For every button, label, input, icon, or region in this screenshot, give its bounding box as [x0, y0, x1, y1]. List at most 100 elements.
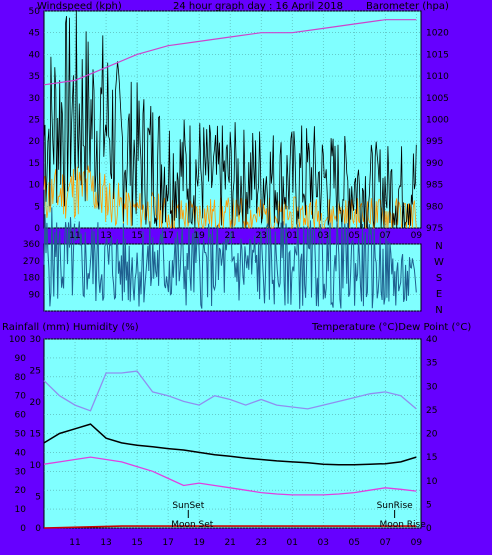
- humidity-y-tick-label: 0: [20, 524, 26, 534]
- wind-y-tick-label: 50: [29, 7, 41, 17]
- temp-plot-area: [43, 338, 422, 529]
- temp-y-tick-label: 35: [426, 359, 437, 369]
- temp-x-tick-label: 07: [380, 538, 391, 548]
- wind-x-tick-label: 19: [193, 231, 205, 241]
- humidity-y-tick-label: 20: [15, 486, 27, 496]
- temp-x-tick-label: 19: [193, 538, 205, 548]
- wind-x-tick-label: 07: [380, 231, 391, 241]
- wind-x-tick-label: 05: [349, 231, 360, 241]
- humidity-y-tick-label: 70: [15, 392, 27, 402]
- temp-x-tick-label: 17: [162, 538, 173, 548]
- compass-label: E: [436, 289, 442, 300]
- moonrise-annotation: Moon Rise: [379, 520, 426, 530]
- temp-y-tick-label: 0: [426, 524, 432, 534]
- wind-y-tick-label: 45: [29, 29, 40, 39]
- rainfall-y-tick-label: 15: [30, 430, 41, 440]
- temp-y-tick-label: 20: [426, 430, 438, 440]
- temp-x-tick-label: 11: [69, 538, 80, 548]
- rainfall-y-tick-label: 0: [35, 524, 41, 534]
- humidity-y-tick-label: 80: [15, 373, 27, 383]
- rain-humidity-axis-title: Rainfall (mm) Humidity (%): [2, 322, 139, 333]
- wind-y-tick-label: 25: [29, 116, 40, 126]
- temp-x-tick-label: 05: [349, 538, 360, 548]
- temp-y-tick-label: 15: [426, 453, 437, 463]
- wind-x-tick-label: 17: [162, 231, 173, 241]
- temp-y-tick-label: 25: [426, 406, 437, 416]
- wind-x-tick-label: 23: [255, 231, 266, 241]
- temp-y-tick-label: 40: [426, 335, 438, 345]
- wind-y-tick-label: 5: [34, 202, 40, 212]
- barometer-series-line: [43, 19, 417, 86]
- compass-label: W: [434, 257, 444, 268]
- direction-y-tick-label: 180: [23, 274, 40, 284]
- temp-x-tick-label: 15: [131, 538, 142, 548]
- humidity-y-tick-label: 30: [15, 467, 27, 477]
- baro-y-tick-label: 1020: [426, 29, 449, 39]
- baro-y-tick-label: 985: [426, 181, 443, 191]
- direction-y-tick-label: 90: [29, 290, 41, 300]
- wind-x-tick-label: 03: [318, 231, 329, 241]
- direction-y-tick-label: 270: [23, 257, 40, 267]
- temp-y-tick-label: 5: [426, 500, 432, 510]
- windspeed-series-line: [43, 10, 417, 230]
- direction-series-line: [43, 207, 417, 309]
- baro-y-tick-label: 1010: [426, 72, 449, 82]
- humidity-y-tick-label: 50: [15, 430, 27, 440]
- temp-x-tick-label: 21: [224, 538, 235, 548]
- baro-y-tick-label: 980: [426, 202, 443, 212]
- humidity-y-tick-label: 60: [15, 411, 27, 421]
- rainfall-y-tick-label: 30: [30, 335, 42, 345]
- humidity-series-line: [43, 370, 417, 412]
- temp-dewpoint-axis-title: Temperature (°C)Dew Point (°C): [311, 322, 471, 333]
- wind-x-tick-label: 15: [131, 231, 142, 241]
- rainfall-y-tick-label: 5: [35, 493, 41, 503]
- wind-y-tick-label: 10: [29, 181, 41, 191]
- temp-x-tick-label: 01: [287, 538, 298, 548]
- humidity-y-tick-label: 90: [15, 354, 27, 364]
- wind-y-tick-label: 0: [34, 224, 40, 234]
- baro-y-tick-label: 1005: [426, 94, 449, 104]
- sunrise-annotation: SunRise: [377, 501, 414, 511]
- wind-x-tick-label: 11: [69, 231, 80, 241]
- compass-label: N: [435, 241, 442, 252]
- gust-series-line: [43, 165, 417, 230]
- humidity-y-tick-label: 10: [15, 505, 27, 515]
- temperature-series-line: [43, 423, 417, 466]
- wind-x-tick-label: 09: [411, 231, 423, 241]
- tick-layer: 0510152025303540455097598098599099510001…: [9, 7, 449, 548]
- moonset-annotation: Moon Set: [171, 520, 214, 530]
- temp-y-tick-label: 10: [426, 477, 438, 487]
- temp-x-tick-label: 03: [318, 538, 329, 548]
- wind-y-tick-label: 15: [29, 159, 40, 169]
- baro-y-tick-label: 990: [426, 159, 443, 169]
- baro-y-tick-label: 995: [426, 137, 443, 147]
- wind-y-tick-label: 40: [29, 50, 41, 60]
- temp-x-tick-label: 23: [255, 538, 266, 548]
- wind-y-tick-label: 30: [29, 94, 41, 104]
- wind-x-tick-label: 21: [224, 231, 235, 241]
- humidity-y-tick-label: 40: [15, 448, 27, 458]
- dewpoint-series-line: [43, 456, 417, 496]
- baro-y-tick-label: 1000: [426, 116, 449, 126]
- wind-y-tick-label: 20: [29, 137, 41, 147]
- baro-y-tick-label: 1015: [426, 50, 449, 60]
- rainfall-series-line: [43, 525, 417, 529]
- compass-label: N: [435, 305, 442, 316]
- windspeed-axis-title: Windspeed (kph): [37, 1, 122, 12]
- rainfall-y-tick-label: 10: [30, 461, 42, 471]
- temp-x-tick-label: 13: [100, 538, 111, 548]
- barometer-axis-title: Barometer (hpa): [366, 1, 449, 12]
- rainfall-y-tick-label: 20: [30, 398, 42, 408]
- series-layer: [43, 10, 417, 529]
- rainfall-y-tick-label: 25: [30, 367, 41, 377]
- temp-y-tick-label: 30: [426, 382, 438, 392]
- direction-y-tick-label: 360: [23, 240, 40, 250]
- humidity-y-tick-label: 100: [9, 335, 26, 345]
- wind-y-tick-label: 35: [29, 72, 40, 82]
- temp-x-tick-label: 09: [411, 538, 423, 548]
- compass-label: S: [436, 273, 442, 284]
- sunset-annotation: SunSet: [172, 501, 204, 511]
- wind-x-tick-label: 13: [100, 231, 111, 241]
